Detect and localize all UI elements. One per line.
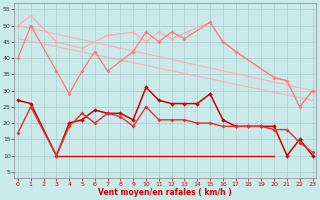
X-axis label: Vent moyen/en rafales ( km/h ): Vent moyen/en rafales ( km/h ) bbox=[98, 188, 232, 197]
